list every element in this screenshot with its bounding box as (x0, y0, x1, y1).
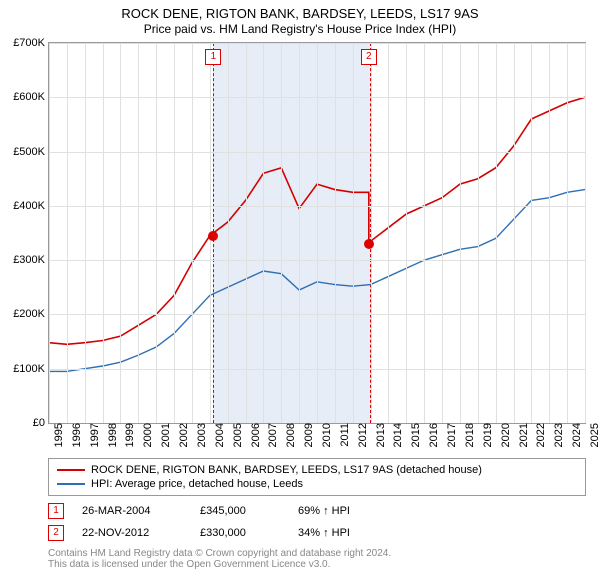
x-axis-label: 2009 (299, 423, 315, 447)
x-axis-label: 2016 (424, 423, 440, 447)
x-axis-label: 1997 (85, 423, 101, 447)
sale-marker-icon: 2 (48, 525, 64, 541)
chart-plot-area: £0£100K£200K£300K£400K£500K£600K£700K199… (48, 42, 586, 424)
x-axis-label: 2010 (317, 423, 333, 447)
y-axis-label: £500K (13, 146, 49, 158)
sale-row: 2 22-NOV-2012 £330,000 34% ↑ HPI (48, 522, 586, 544)
x-axis-label: 2015 (406, 423, 422, 447)
x-axis-label: 2004 (210, 423, 226, 447)
x-axis-label: 2021 (514, 423, 530, 447)
x-axis-label: 2017 (442, 423, 458, 447)
sale-row: 1 26-MAR-2004 £345,000 69% ↑ HPI (48, 500, 586, 522)
x-axis-label: 1998 (103, 423, 119, 447)
legend-label: HPI: Average price, detached house, Leed… (91, 478, 303, 490)
y-axis-label: £400K (13, 200, 49, 212)
y-axis-label: £200K (13, 308, 49, 320)
x-axis-label: 2003 (192, 423, 208, 447)
legend: ROCK DENE, RIGTON BANK, BARDSEY, LEEDS, … (48, 458, 586, 496)
y-axis-label: £600K (13, 91, 49, 103)
sales-list: 1 26-MAR-2004 £345,000 69% ↑ HPI 2 22-NO… (48, 500, 586, 544)
x-axis-label: 2005 (228, 423, 244, 447)
sale-dot-icon (364, 239, 374, 249)
legend-item: HPI: Average price, detached house, Leed… (57, 477, 577, 491)
x-axis-label: 1999 (120, 423, 136, 447)
x-axis-label: 2006 (246, 423, 262, 447)
x-axis-label: 1995 (49, 423, 65, 447)
x-axis-label: 2008 (281, 423, 297, 447)
chart-container: ROCK DENE, RIGTON BANK, BARDSEY, LEEDS, … (0, 6, 600, 566)
x-axis-label: 2002 (174, 423, 190, 447)
x-axis-label: 2025 (585, 423, 600, 447)
marker-flag: 1 (205, 49, 221, 65)
legend-item: ROCK DENE, RIGTON BANK, BARDSEY, LEEDS, … (57, 463, 577, 477)
y-axis-label: £700K (13, 37, 49, 49)
chart-subtitle: Price paid vs. HM Land Registry's House … (0, 22, 600, 36)
sale-marker-icon: 1 (48, 503, 64, 519)
x-axis-label: 2001 (156, 423, 172, 447)
chart-title: ROCK DENE, RIGTON BANK, BARDSEY, LEEDS, … (0, 6, 600, 21)
x-axis-label: 2000 (138, 423, 154, 447)
x-axis-label: 2024 (567, 423, 583, 447)
marker-flag: 2 (361, 49, 377, 65)
y-axis-label: £100K (13, 363, 49, 375)
legend-label: ROCK DENE, RIGTON BANK, BARDSEY, LEEDS, … (91, 464, 482, 476)
y-axis-label: £300K (13, 254, 49, 266)
sale-price: £330,000 (200, 527, 280, 539)
footer-line: This data is licensed under the Open Gov… (48, 559, 586, 570)
x-axis-label: 2011 (335, 423, 351, 447)
footer: Contains HM Land Registry data © Crown c… (48, 548, 586, 570)
x-axis-label: 2018 (460, 423, 476, 447)
x-axis-label: 2022 (531, 423, 547, 447)
legend-swatch (57, 469, 85, 471)
sale-dot-icon (208, 231, 218, 241)
footer-line: Contains HM Land Registry data © Crown c… (48, 548, 586, 559)
x-axis-label: 2023 (549, 423, 565, 447)
x-axis-label: 2013 (371, 423, 387, 447)
y-axis-label: £0 (33, 417, 49, 429)
sale-hpi: 34% ↑ HPI (298, 527, 388, 539)
sale-price: £345,000 (200, 505, 280, 517)
x-axis-label: 2020 (496, 423, 512, 447)
x-axis-label: 2019 (478, 423, 494, 447)
sale-hpi: 69% ↑ HPI (298, 505, 388, 517)
x-axis-label: 2007 (263, 423, 279, 447)
x-axis-label: 2014 (388, 423, 404, 447)
x-axis-label: 2012 (353, 423, 369, 447)
x-axis-label: 1996 (67, 423, 83, 447)
sale-date: 22-NOV-2012 (82, 527, 182, 539)
sale-date: 26-MAR-2004 (82, 505, 182, 517)
legend-swatch (57, 483, 85, 485)
